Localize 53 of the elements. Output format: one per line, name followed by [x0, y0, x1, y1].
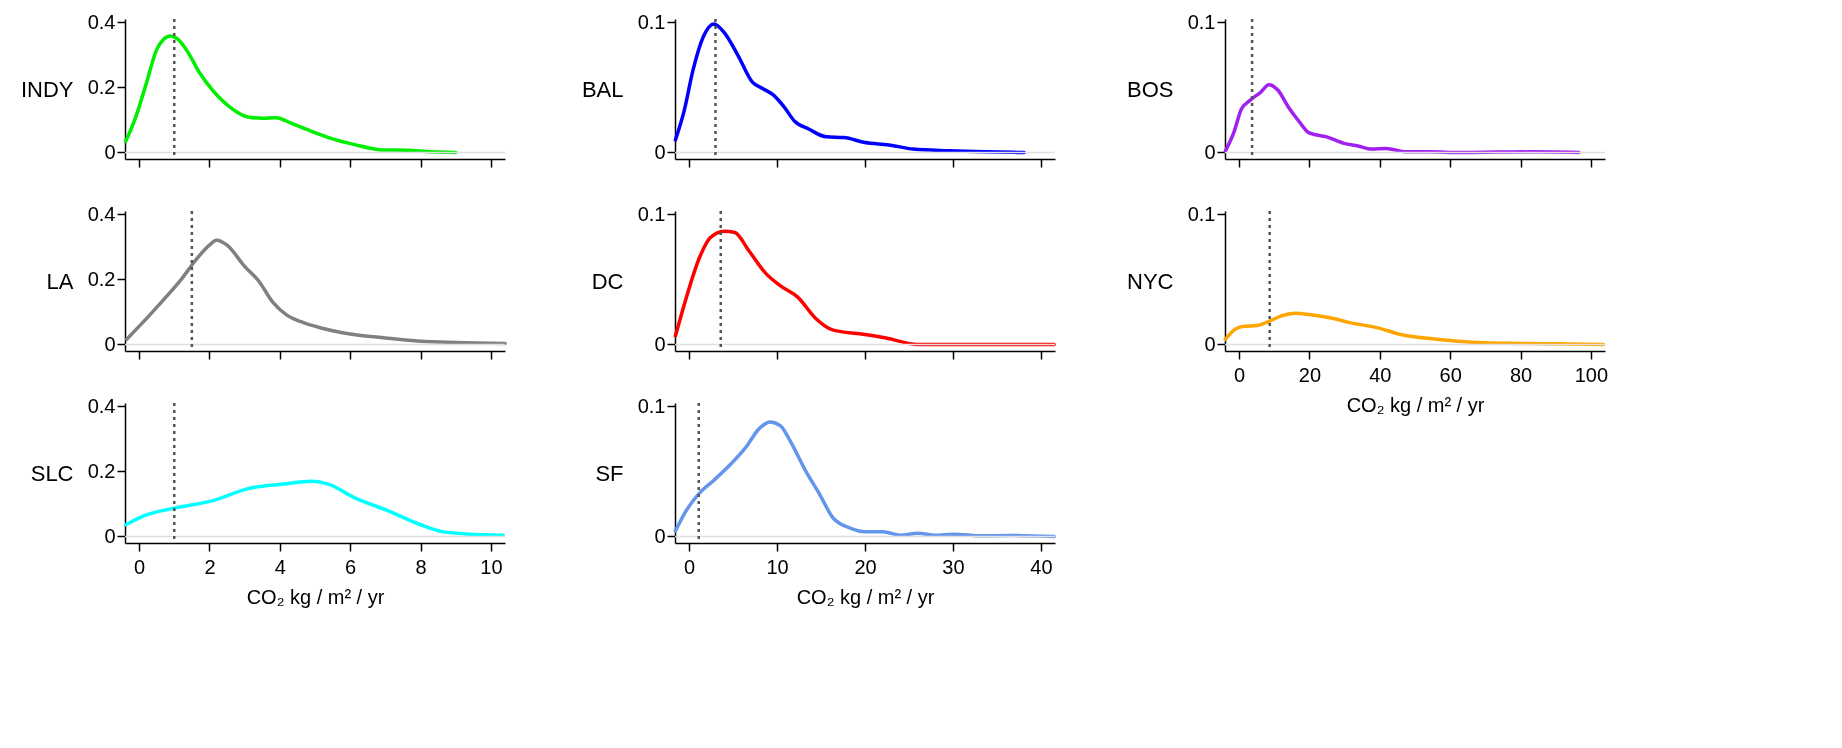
line-series — [123, 479, 505, 537]
y-tick-label: 0.4 — [87, 202, 116, 225]
x-tick-label: 40 — [1030, 555, 1053, 578]
line-series — [673, 22, 1026, 155]
y-tick-label: 0.1 — [637, 10, 666, 33]
y-axis-title: NYC — [1127, 268, 1174, 294]
x-axis-title: CO₂ kg / m² / yr — [1346, 393, 1485, 416]
y-tick-label: 0.2 — [87, 75, 116, 98]
y-axis-title: INDY — [20, 76, 74, 102]
x-tick-label: 0 — [684, 555, 696, 578]
y-axis-title: SLC — [30, 460, 74, 486]
x-axis-title: CO₂ kg / m² / yr — [796, 585, 935, 608]
y-tick-label: 0.2 — [87, 267, 116, 290]
x-tick-label: 40 — [1369, 363, 1392, 386]
x-tick-label: 2 — [204, 555, 216, 578]
x-tick-label: 80 — [1509, 363, 1533, 386]
line-series — [673, 420, 1056, 539]
y-tick-label: 0 — [104, 140, 116, 163]
line-series — [123, 34, 458, 155]
y-tick-label: 0.1 — [1187, 202, 1216, 225]
x-tick-label: 20 — [854, 555, 877, 578]
y-tick-label: 0 — [654, 524, 666, 547]
x-tick-label: 100 — [1574, 363, 1609, 386]
x-tick-label: 20 — [1298, 363, 1322, 386]
x-tick-label: 8 — [415, 555, 427, 578]
y-tick-label: 0 — [654, 332, 666, 355]
x-tick-label: 30 — [942, 555, 965, 578]
y-tick-label: 0.1 — [637, 394, 666, 417]
y-axis-title: SF — [595, 460, 624, 486]
y-axis-title: BAL — [581, 76, 624, 102]
y-tick-label: 0.4 — [87, 10, 116, 33]
y-tick-label: 0.4 — [87, 394, 116, 417]
x-tick-label: 0 — [1234, 363, 1246, 386]
line-series — [125, 238, 507, 346]
y-tick-label: 0.1 — [1187, 10, 1216, 33]
y-tick-label: 0 — [104, 524, 116, 547]
y-tick-label: 0.1 — [637, 202, 666, 225]
y-axis-title: LA — [46, 268, 74, 294]
x-tick-label: 60 — [1439, 363, 1462, 386]
y-tick-label: 0 — [654, 140, 666, 163]
y-tick-label: 0 — [1204, 140, 1216, 163]
x-tick-label: 0 — [134, 555, 146, 578]
x-axis-title: CO₂ kg / m² / yr — [246, 585, 385, 608]
y-tick-label: 0.2 — [87, 459, 116, 482]
y-axis-title: BOS — [1127, 76, 1174, 102]
line-series — [1223, 311, 1606, 347]
y-axis-title: DC — [591, 268, 624, 294]
x-tick-label: 6 — [345, 555, 357, 578]
y-tick-label: 0 — [1204, 332, 1216, 355]
x-tick-label: 10 — [766, 555, 789, 578]
x-tick-label: 10 — [480, 555, 503, 578]
x-tick-label: 4 — [274, 555, 286, 578]
y-tick-label: 0 — [104, 332, 116, 355]
